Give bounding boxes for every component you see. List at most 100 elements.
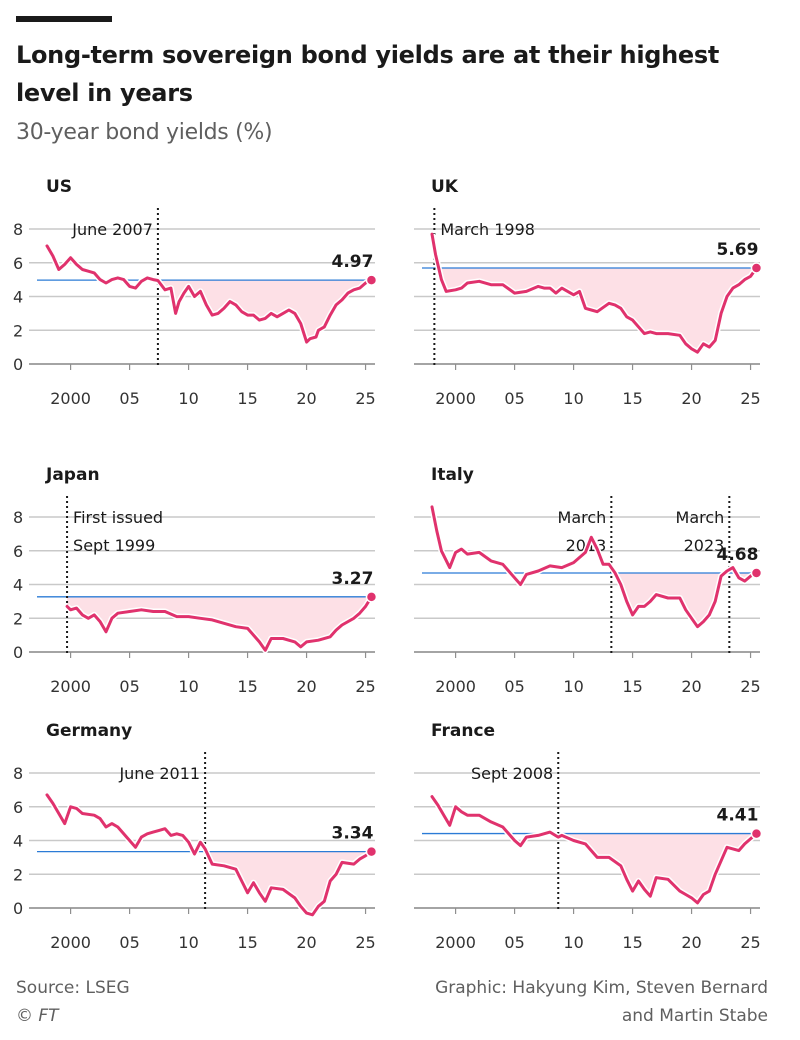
panel-title-france: France [431,721,495,741]
series-line-japan [65,595,373,652]
chart-subtitle: 30-year bond yields (%) [16,120,273,145]
chart-panel-france: France 2000 05 10 15 20 25 Sept 2008 4.41 [414,721,763,952]
series-line-us [45,244,373,344]
x-tick-label: 25 [355,389,375,408]
x-tick-label: 10 [178,389,198,408]
annotation-label: June 2007 [71,220,153,239]
current-value-dot [750,827,763,840]
shaded-gap-area [157,280,372,343]
x-tick-label: 05 [504,389,524,408]
x-tick-label: 25 [740,389,760,408]
annotation-label: March 1998 [440,220,535,239]
series-line-france [430,795,758,905]
annotation-label: First issued [73,508,163,527]
x-tick-label: 20 [681,389,701,408]
y-tick-label: 2 [13,865,23,884]
chart-panel-germany: Germany 0 2 4 6 8 2000 05 10 15 20 25 June 2011 3.34 [13,721,378,952]
current-value-label: 5.69 [717,240,759,260]
x-tick-label: 2000 [50,389,91,408]
y-tick-label: 6 [13,542,23,561]
annotation-label: 2023 [684,536,725,555]
current-value-dot [750,262,763,274]
x-tick-label: 15 [237,933,257,952]
x-tick-label: 2000 [435,933,476,952]
x-tick-label: 20 [681,933,701,952]
x-tick-label: 25 [740,933,760,952]
series-line-uk [430,232,758,354]
y-tick-label: 6 [13,254,23,273]
y-tick-label: 2 [13,321,23,340]
annotation-label: March [558,508,607,527]
x-tick-label: 25 [355,677,375,696]
x-tick-label: 20 [681,677,701,696]
footer-left: Source: LSEG © FT [16,974,130,1030]
ft-top-bar [16,16,112,22]
copyright-note: © FT [16,1006,59,1026]
graphic-credit-line-1: Graphic: Hakyung Kim, Steven Bernard [435,978,768,998]
current-value-dot [750,567,763,579]
current-value-dot [365,591,378,603]
x-tick-label: 20 [296,389,316,408]
chart-title: Long-term sovereign bond yields are at t… [16,41,720,107]
current-value-label: 4.97 [332,252,374,272]
series-line-germany [45,793,373,917]
y-tick-label: 0 [13,643,23,662]
graphic-credit-line-2: and Martin Stabe [621,1006,768,1026]
x-tick-label: 2000 [435,677,476,696]
panel-title-japan: Japan [45,465,100,485]
y-tick-label: 4 [13,576,23,595]
shaded-gap-area [205,851,372,915]
x-tick-label: 15 [237,677,257,696]
annotation-label: March [676,508,725,527]
panel-title-uk: UK [431,177,459,197]
x-tick-label: 2000 [435,389,476,408]
current-value-label: 4.68 [717,545,759,565]
current-value-label: 3.34 [332,824,374,844]
panel-title-italy: Italy [431,465,474,485]
x-tick-label: 10 [178,933,198,952]
annotation-label: June 2011 [118,764,200,783]
shaded-gap-area [67,596,372,651]
source-note: Source: LSEG [16,978,130,998]
x-tick-label: 20 [296,933,316,952]
panel-title-us: US [46,177,72,197]
x-tick-label: 05 [119,677,139,696]
panel-title-germany: Germany [46,721,132,741]
x-tick-label: 15 [622,677,642,696]
x-tick-label: 20 [296,677,316,696]
y-tick-label: 4 [13,288,23,307]
chart-panel-uk: UK 2000 05 10 15 20 25 March 1998 5.69 [414,177,763,408]
x-tick-label: 05 [119,933,139,952]
chart-panel-japan: Japan 0 2 4 6 8 2000 05 10 15 20 25 First issued Sept… [13,465,378,696]
annotation-label: Sept 1999 [73,536,155,555]
footer-right: Graphic: Hakyung Kim, Steven Bernard and… [435,974,768,1030]
x-tick-label: 05 [119,389,139,408]
annotation-label: Sept 2008 [471,764,553,783]
y-tick-label: 8 [13,764,23,783]
y-tick-label: 8 [13,220,23,239]
chart-panel-us: US 0 2 4 6 8 2000 05 10 15 20 25 June 2007 4.97 [13,177,378,408]
y-tick-label: 8 [13,508,23,527]
y-tick-label: 2 [13,609,23,628]
current-value-label: 4.41 [717,806,759,826]
x-tick-label: 15 [622,933,642,952]
x-tick-label: 05 [504,677,524,696]
x-tick-label: 05 [504,933,524,952]
y-tick-label: 6 [13,798,23,817]
x-tick-label: 10 [563,933,583,952]
current-value-label: 3.27 [332,569,374,589]
x-tick-label: 10 [563,389,583,408]
x-tick-label: 25 [740,677,760,696]
y-tick-label: 0 [13,899,23,918]
y-tick-label: 4 [13,832,23,851]
y-tick-label: 0 [13,355,23,374]
x-tick-label: 10 [563,677,583,696]
x-tick-label: 15 [622,389,642,408]
x-tick-label: 2000 [50,677,91,696]
x-tick-label: 15 [237,389,257,408]
x-tick-label: 10 [178,677,198,696]
series-line-italy [430,505,758,629]
current-value-dot [365,274,378,286]
